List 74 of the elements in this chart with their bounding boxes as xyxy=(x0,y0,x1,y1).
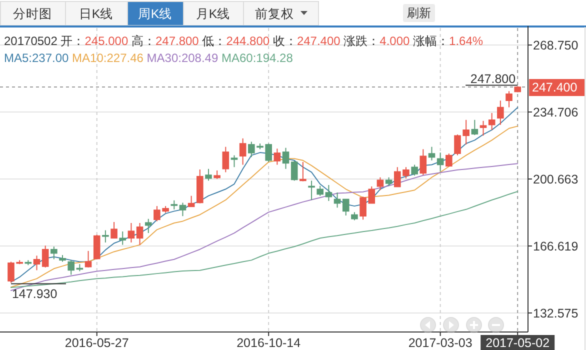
annotation: 低： xyxy=(198,34,226,48)
x-tick-label: 2016-05-27 xyxy=(64,336,129,350)
candlestick xyxy=(50,246,58,260)
candlestick xyxy=(136,222,144,246)
candlestick xyxy=(446,153,452,167)
annotation: 1.64% xyxy=(449,34,484,48)
candlestick xyxy=(497,100,504,126)
y-tick-label: 166.619 xyxy=(533,239,578,254)
candlestick xyxy=(222,146,230,173)
line-series xyxy=(10,191,518,288)
text: MA30:208.49 xyxy=(143,51,218,65)
candlestick xyxy=(325,184,332,202)
candlestick xyxy=(411,164,418,176)
annotation: 247.800 xyxy=(470,72,516,86)
line-series xyxy=(10,163,518,291)
candlestick xyxy=(471,119,478,136)
annotation: 247.800 xyxy=(155,34,200,48)
text: 前复权 xyxy=(255,7,294,21)
annotation: 244.800 xyxy=(226,34,270,48)
text: 日K线 xyxy=(78,7,114,21)
candlestick xyxy=(205,168,212,182)
candlestick xyxy=(110,222,118,239)
candlestick xyxy=(144,218,152,234)
candlestick xyxy=(282,147,290,170)
candlestick xyxy=(84,250,92,268)
annotation: 147.930 xyxy=(12,286,58,301)
candlestick xyxy=(488,112,496,130)
candlestick xyxy=(342,198,350,216)
y-tick-label: 200.663 xyxy=(533,172,578,186)
annotation: 收： xyxy=(270,34,297,48)
candlestick xyxy=(428,146,436,161)
candlestick xyxy=(33,255,40,271)
text: 周K线 xyxy=(138,7,172,21)
x-tick-label: 2017-05-02 xyxy=(486,336,550,350)
y-tick-label: 132.575 xyxy=(533,306,578,320)
annotation: 涨幅： xyxy=(410,34,450,48)
annotation: 245.000 xyxy=(84,34,128,48)
text: 月K线 xyxy=(196,7,230,21)
text: MA5:237.00 xyxy=(4,51,70,65)
annotation: 涨跌： xyxy=(340,34,380,48)
annotation: 247.400 xyxy=(296,34,341,48)
y-tick-label: 234.706 xyxy=(533,106,578,120)
candlestick xyxy=(300,161,306,182)
candlestick xyxy=(420,148,427,176)
text: MA60:194.28 xyxy=(218,51,294,65)
annotation: 高： xyxy=(128,34,156,48)
candlestick xyxy=(436,152,444,172)
x-tick-label: 2017-03-03 xyxy=(408,336,472,350)
candlestick xyxy=(188,195,195,208)
text: 刷新 xyxy=(407,6,431,20)
candlestick xyxy=(102,230,109,243)
candlestick xyxy=(119,230,126,246)
annotation: 4.000 xyxy=(380,34,410,48)
x-tick-label: 2016-10-14 xyxy=(236,336,301,350)
candlestick xyxy=(170,200,178,210)
ref-line-label: 247.400 xyxy=(532,80,578,95)
candlestick xyxy=(376,176,384,191)
candlestick xyxy=(506,90,512,108)
candlestick xyxy=(179,202,186,217)
candlestick xyxy=(68,260,74,276)
candlestick xyxy=(290,160,298,182)
annotation: 20170502 开： xyxy=(4,34,85,48)
candlestick xyxy=(230,154,238,168)
candlestick xyxy=(42,245,49,268)
candlestick xyxy=(128,222,135,243)
candlestick xyxy=(480,120,487,136)
candlestick xyxy=(316,185,324,196)
candlestick xyxy=(239,138,246,166)
candlestick xyxy=(93,234,100,260)
y-tick-label: 268.750 xyxy=(533,38,578,53)
text: 分时图 xyxy=(13,7,52,21)
candlestick xyxy=(308,180,315,200)
text: MA10:227.46 xyxy=(68,51,144,65)
candlestick xyxy=(274,148,281,166)
